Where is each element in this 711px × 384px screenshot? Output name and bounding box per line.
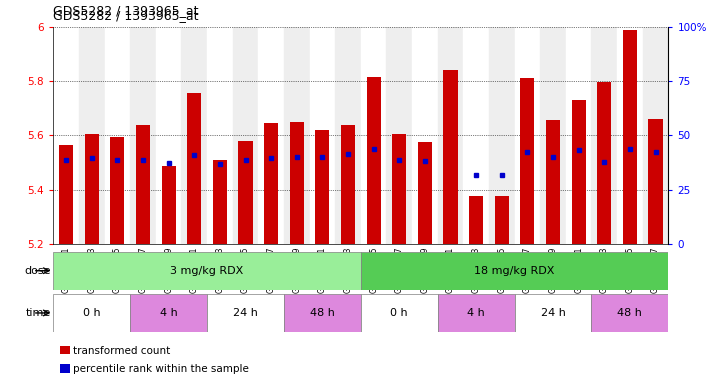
Bar xyxy=(258,27,284,244)
Bar xyxy=(284,27,309,244)
Bar xyxy=(489,27,515,244)
Bar xyxy=(238,141,252,244)
Bar xyxy=(360,294,438,332)
Bar xyxy=(130,27,156,244)
Bar xyxy=(412,27,438,244)
Bar xyxy=(515,294,592,332)
Bar xyxy=(53,294,130,332)
Text: 4 h: 4 h xyxy=(467,308,485,318)
Bar xyxy=(438,294,515,332)
Bar xyxy=(520,78,535,244)
Bar xyxy=(515,27,540,244)
Bar xyxy=(130,294,207,332)
Bar xyxy=(289,122,304,244)
Text: 24 h: 24 h xyxy=(233,308,258,318)
Text: 24 h: 24 h xyxy=(540,308,565,318)
Text: 3 mg/kg RDX: 3 mg/kg RDX xyxy=(171,266,244,276)
Bar xyxy=(341,125,355,244)
Bar xyxy=(181,27,207,244)
Bar xyxy=(643,27,668,244)
Text: GDS5282 / 1393965_at: GDS5282 / 1393965_at xyxy=(53,4,199,17)
Bar xyxy=(156,27,181,244)
Bar xyxy=(187,93,201,244)
Bar xyxy=(592,294,668,332)
Bar xyxy=(469,195,483,244)
Bar xyxy=(161,166,176,244)
Bar xyxy=(367,77,380,244)
Bar xyxy=(110,137,124,244)
Bar xyxy=(136,125,150,244)
Bar xyxy=(59,145,73,244)
Bar xyxy=(85,134,99,244)
Bar xyxy=(495,196,509,244)
Text: percentile rank within the sample: percentile rank within the sample xyxy=(73,364,249,374)
Text: transformed count: transformed count xyxy=(73,346,171,356)
Text: 4 h: 4 h xyxy=(160,308,178,318)
Text: 18 mg/kg RDX: 18 mg/kg RDX xyxy=(474,266,555,276)
Bar xyxy=(207,27,232,244)
Bar xyxy=(464,27,489,244)
Text: GDS5282 / 1393965_at: GDS5282 / 1393965_at xyxy=(53,8,199,22)
Bar xyxy=(572,100,586,244)
Bar xyxy=(592,27,617,244)
Bar xyxy=(438,27,464,244)
Bar xyxy=(444,70,458,244)
Bar xyxy=(207,294,284,332)
Text: 0 h: 0 h xyxy=(390,308,408,318)
Bar xyxy=(648,119,663,244)
Bar xyxy=(418,142,432,244)
Text: 48 h: 48 h xyxy=(310,308,335,318)
Bar xyxy=(53,252,360,290)
Bar xyxy=(360,27,387,244)
Bar xyxy=(566,27,592,244)
Bar xyxy=(335,27,360,244)
Bar xyxy=(392,134,406,244)
Bar xyxy=(546,121,560,244)
Bar xyxy=(232,27,258,244)
Bar xyxy=(316,131,329,244)
Bar xyxy=(623,30,637,244)
Bar xyxy=(309,27,335,244)
Text: time: time xyxy=(26,308,51,318)
Bar xyxy=(264,123,278,244)
Bar xyxy=(79,27,105,244)
Bar xyxy=(105,27,130,244)
Bar xyxy=(540,27,566,244)
Bar xyxy=(284,294,360,332)
Text: dose: dose xyxy=(25,266,51,276)
Bar xyxy=(387,27,412,244)
Bar xyxy=(597,83,611,244)
Text: 48 h: 48 h xyxy=(617,308,642,318)
Text: 0 h: 0 h xyxy=(83,308,100,318)
Bar xyxy=(53,27,79,244)
Bar xyxy=(617,27,643,244)
Bar xyxy=(213,160,227,244)
Bar xyxy=(360,252,668,290)
